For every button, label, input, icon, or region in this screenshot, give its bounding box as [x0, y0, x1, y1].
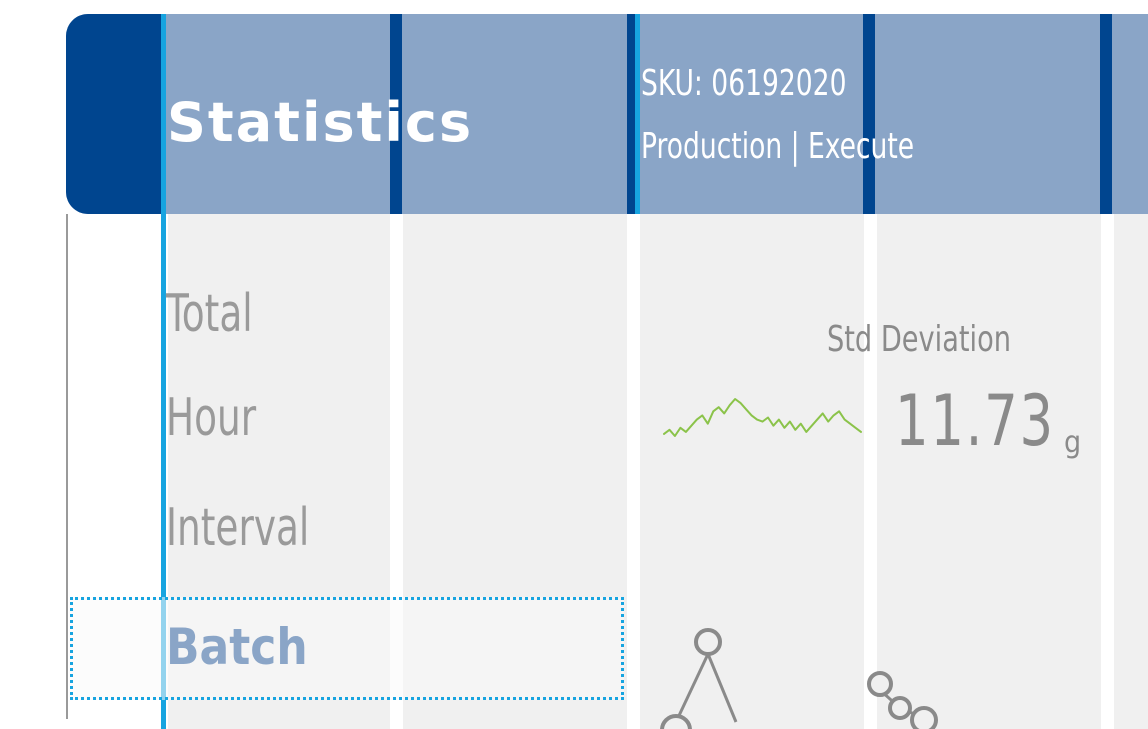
mode-label: Production | Execute: [641, 126, 915, 167]
std-deviation-unit: g: [1064, 425, 1082, 460]
left-border: [66, 214, 68, 719]
header-divider: [1100, 14, 1112, 214]
accent-line: [161, 14, 166, 729]
header-divider: [863, 14, 875, 214]
sparkline-icon: [663, 398, 862, 437]
molecule-icon[interactable]: [860, 668, 950, 729]
header-divider: [390, 14, 402, 214]
accent-line: [635, 14, 640, 214]
header-bar: [66, 14, 1148, 214]
header-corner: [66, 14, 162, 214]
column-bg: [1114, 214, 1148, 729]
batch-selection-highlight: [70, 597, 624, 700]
nav-item-batch[interactable]: Batch: [166, 618, 308, 676]
sparkline-path: [663, 398, 862, 437]
nav-item-hour[interactable]: Hour: [166, 388, 257, 448]
molecule-icon[interactable]: [648, 622, 768, 729]
nav-item-interval[interactable]: Interval: [166, 498, 310, 558]
sku-label: SKU: 06192020: [641, 63, 847, 104]
std-deviation-value: 11.73: [895, 380, 1055, 462]
column-bg: [877, 214, 1101, 729]
page-title: Statistics: [167, 91, 474, 154]
column-bg: [640, 214, 864, 729]
nav-item-total[interactable]: Total: [166, 284, 253, 344]
std-deviation-label: Std Deviation: [827, 319, 1011, 360]
